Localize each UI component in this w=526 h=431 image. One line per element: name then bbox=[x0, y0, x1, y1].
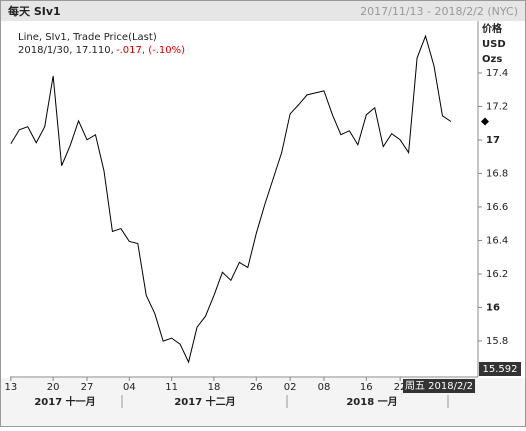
y-axis-label: 价格 bbox=[482, 22, 503, 35]
x-group-label: 2017 十二月 bbox=[174, 395, 235, 408]
y-tick-label: 17.2 bbox=[486, 101, 508, 112]
x-tick-label: 11 bbox=[165, 382, 178, 393]
price-line bbox=[10, 34, 452, 364]
x-tick-label: 08 bbox=[318, 382, 331, 393]
header-bar bbox=[1, 1, 525, 21]
x-group-label: 2017 十一月 bbox=[34, 395, 95, 408]
cursor-value-box bbox=[479, 362, 521, 376]
cursor-date: 周五 2018/2/2 bbox=[405, 380, 473, 392]
y-tick-label: 17 bbox=[486, 135, 500, 146]
y-tick-label: 17.4 bbox=[486, 68, 508, 79]
legend-line2: 2018/1/30, 17.110, bbox=[18, 45, 114, 56]
legend-line1: Line, SIv1, Trade Price(Last) bbox=[18, 32, 157, 43]
legend-change: -.017, (-.10%) bbox=[116, 45, 185, 56]
y-axis-label: USD bbox=[482, 39, 506, 50]
y-tick-label: 16 bbox=[486, 302, 500, 313]
x-tick-label: 13 bbox=[4, 382, 17, 393]
x-tick-label: 27 bbox=[81, 382, 94, 393]
header-range: 2017/11/13 - 2018/2/2 (NYC) bbox=[360, 5, 518, 18]
last-value-marker bbox=[481, 117, 489, 126]
cursor-value: 15.592 bbox=[483, 364, 518, 375]
y-tick-label: 16.6 bbox=[486, 202, 508, 213]
cursor-date-box bbox=[403, 379, 475, 393]
x-tick-label: 02 bbox=[284, 382, 297, 393]
y-tick-label: 15.8 bbox=[486, 336, 508, 347]
header-title: 每天 SIv1 bbox=[8, 4, 61, 18]
x-tick-label: 16 bbox=[360, 382, 373, 393]
x-tick-label: 20 bbox=[47, 382, 60, 393]
y-tick-label: 16.8 bbox=[486, 168, 508, 179]
x-tick-label: 22 bbox=[394, 382, 407, 393]
y-tick-label: 16.2 bbox=[486, 269, 508, 280]
x-group-label: 2018 一月 bbox=[346, 396, 397, 408]
x-tick-label: 04 bbox=[123, 382, 136, 393]
x-tick-label: 18 bbox=[208, 382, 221, 393]
y-axis-label: Ozs bbox=[482, 54, 502, 65]
y-tick-label: 16.4 bbox=[486, 235, 508, 246]
x-tick-label: 26 bbox=[250, 382, 263, 393]
